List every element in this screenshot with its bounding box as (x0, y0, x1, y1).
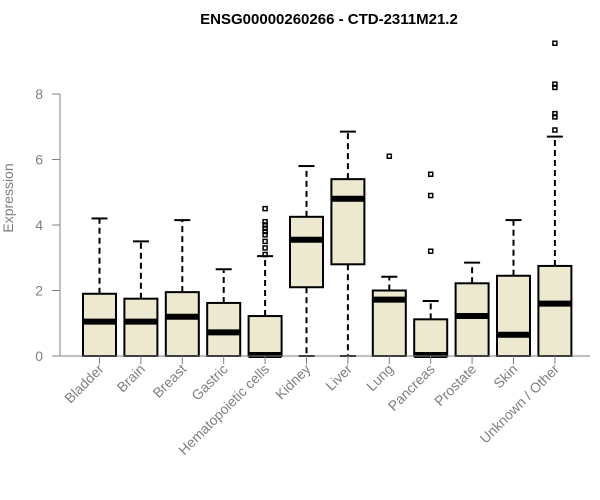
iqr-box-unknown-other (537, 264, 573, 357)
x-tick-label-kidney: Kidney (272, 361, 314, 403)
iqr-box-skin (496, 274, 531, 358)
y-tick-label-6: 6 (35, 152, 43, 168)
y-axis-label: Expression (0, 163, 16, 232)
chart-title: ENSG00000260266 - CTD-2311M21.2 (200, 11, 458, 28)
outlier-pancreas-1 (427, 192, 434, 199)
outlier-unknown-other-4 (552, 81, 558, 87)
box-hematopoietic-cells (247, 205, 283, 359)
x-tick-label-liver: Liver (322, 361, 355, 394)
outlier-hematopoietic-cells-7 (262, 218, 268, 225)
box-gastric (206, 268, 242, 358)
x-tick-label-skin: Skin (490, 361, 521, 392)
outlier-lung-0 (386, 153, 393, 159)
iqr-box-brain (123, 297, 159, 357)
iqr-box-hematopoietic-cells (247, 315, 283, 358)
outlier-unknown-other-2 (552, 110, 558, 117)
iqr-box-prostate (454, 282, 490, 358)
iqr-box-pancreas (413, 318, 449, 358)
x-tick-label-prostate: Prostate (431, 361, 479, 409)
box-brain (123, 240, 159, 357)
x-tick-label-bladder: Bladder (61, 361, 107, 407)
box-lung (371, 153, 407, 357)
x-tick-label-brain: Brain (114, 361, 148, 395)
outlier-hematopoietic-cells-0 (262, 251, 268, 258)
box-pancreas (413, 171, 449, 359)
boxes-group (82, 40, 573, 359)
y-tick-label-0: 0 (35, 348, 43, 364)
y-tick-label-2: 2 (35, 283, 43, 299)
outlier-hematopoietic-cells-1 (262, 245, 268, 251)
box-skin (496, 219, 531, 358)
iqr-box-bladder (82, 292, 117, 357)
box-unknown-other (537, 40, 573, 357)
iqr-box-breast (164, 291, 200, 358)
y-tick-label-4: 4 (35, 217, 43, 233)
box-bladder (82, 217, 117, 357)
box-kidney (289, 165, 324, 357)
outlier-pancreas-0 (427, 248, 434, 254)
outlier-unknown-other-0 (552, 127, 558, 133)
outlier-hematopoietic-cells-2 (262, 238, 268, 245)
iqr-box-kidney (289, 215, 324, 289)
iqr-box-liver (330, 178, 366, 266)
y-tick-label-8: 8 (35, 86, 43, 102)
x-tick-label-breast: Breast (149, 361, 189, 401)
y-axis: 0 2 4 6 8 (35, 86, 61, 364)
box-breast (164, 219, 200, 358)
outlier-pancreas-2 (427, 171, 434, 177)
box-prostate (454, 261, 490, 358)
outlier-unknown-other-5 (552, 40, 558, 46)
x-tick-label-lung: Lung (363, 361, 396, 394)
box-liver (330, 130, 366, 357)
outlier-hematopoietic-cells-8 (262, 205, 268, 212)
x-tick-label-unknown-other: Unknown / Other (476, 361, 562, 447)
